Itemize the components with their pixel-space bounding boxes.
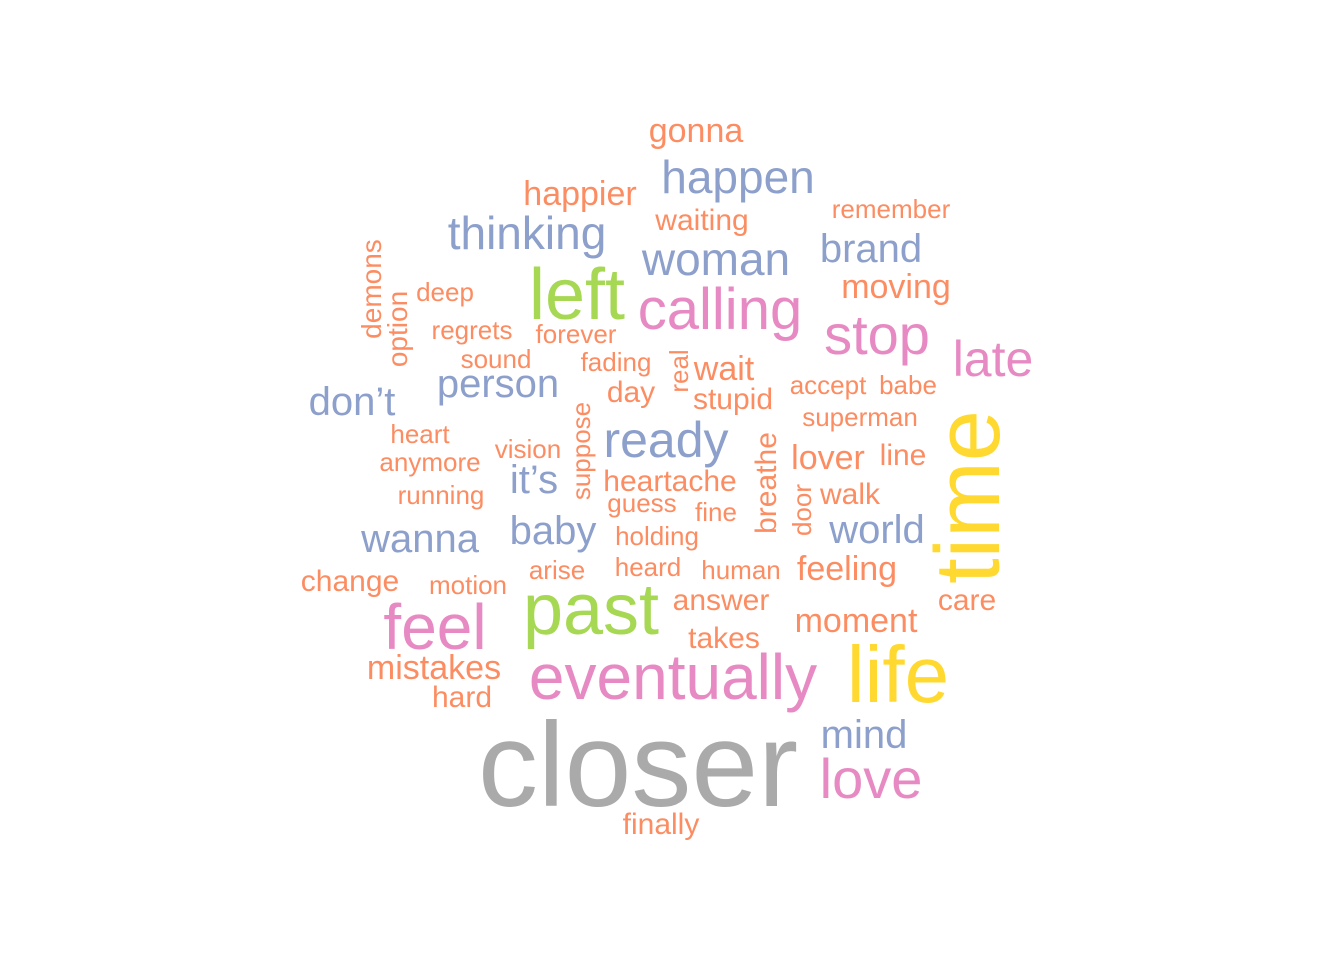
word-past: past <box>522 570 660 650</box>
word-finally: finally <box>622 808 700 841</box>
word-change: change <box>300 565 400 598</box>
word-suppose: suppose <box>566 401 596 501</box>
word-gonna: gonna <box>648 112 744 150</box>
word-real: real <box>664 349 694 393</box>
word-regrets: regrets <box>431 315 513 345</box>
word-lover: lover <box>791 439 865 477</box>
word-left: left <box>528 255 626 335</box>
word-heartache: heartache <box>603 465 737 498</box>
word-motion: motion <box>428 570 508 600</box>
word-arise: arise <box>528 555 586 585</box>
word-mistakes: mistakes <box>366 649 502 687</box>
word-remember: remember <box>831 194 951 224</box>
word-door: door <box>787 483 817 537</box>
word-option: option <box>382 290 413 368</box>
word-vision: vision <box>494 434 562 464</box>
word-stop: stop <box>824 303 930 366</box>
word-running: running <box>397 480 485 510</box>
word-line: line <box>879 439 927 472</box>
word-closer: closer <box>477 698 799 832</box>
word-person: person <box>436 362 560 406</box>
word-guess: guess <box>607 488 677 518</box>
word-sound: sound <box>460 344 532 374</box>
word-baby: baby <box>509 509 597 553</box>
word-human: human <box>701 555 781 585</box>
word-love: love <box>819 747 923 810</box>
word-fine: fine <box>695 497 737 527</box>
word-it-s: it’s <box>509 458 559 502</box>
word-happier: happier <box>523 175 637 213</box>
word-wait: wait <box>693 350 755 388</box>
word-forever: forever <box>535 319 617 349</box>
word-brand: brand <box>819 227 923 271</box>
word-late: late <box>952 331 1034 387</box>
word-day: day <box>606 376 656 409</box>
word-woman: woman <box>641 233 791 285</box>
word-time: time <box>917 410 1019 584</box>
word-world: world <box>829 508 925 552</box>
word-accept: accept <box>789 370 867 400</box>
word-deep: deep <box>416 277 474 307</box>
word-life: life <box>846 630 950 719</box>
word-eventually: eventually <box>528 641 818 713</box>
word-happen: happen <box>661 151 815 203</box>
word-waiting: waiting <box>655 204 749 237</box>
word-babe: babe <box>879 370 937 400</box>
word-moving: moving <box>841 268 951 306</box>
word-ready: ready <box>603 412 729 468</box>
word-walk: walk <box>819 478 881 511</box>
word-feeling: feeling <box>796 550 898 588</box>
word-fading: fading <box>580 347 652 377</box>
word-superman: superman <box>802 402 918 432</box>
word-don-t: don’t <box>308 380 396 424</box>
word-takes: takes <box>688 622 760 655</box>
word-mind: mind <box>820 713 908 757</box>
word-hard: hard <box>431 681 493 714</box>
word-holding: holding <box>615 521 699 551</box>
word-wanna: wanna <box>361 517 479 561</box>
word-care: care <box>937 584 997 617</box>
word-feel: feel <box>383 591 487 663</box>
word-breathe: breathe <box>750 432 783 534</box>
word-stupid: stupid <box>692 383 774 416</box>
word-moment: moment <box>794 602 918 640</box>
word-thinking: thinking <box>447 207 607 259</box>
word-anymore: anymore <box>379 447 481 477</box>
word-answer: answer <box>672 584 770 617</box>
word-calling: calling <box>637 277 803 342</box>
word-heard: heard <box>614 552 682 582</box>
word-heart: heart <box>390 419 450 449</box>
